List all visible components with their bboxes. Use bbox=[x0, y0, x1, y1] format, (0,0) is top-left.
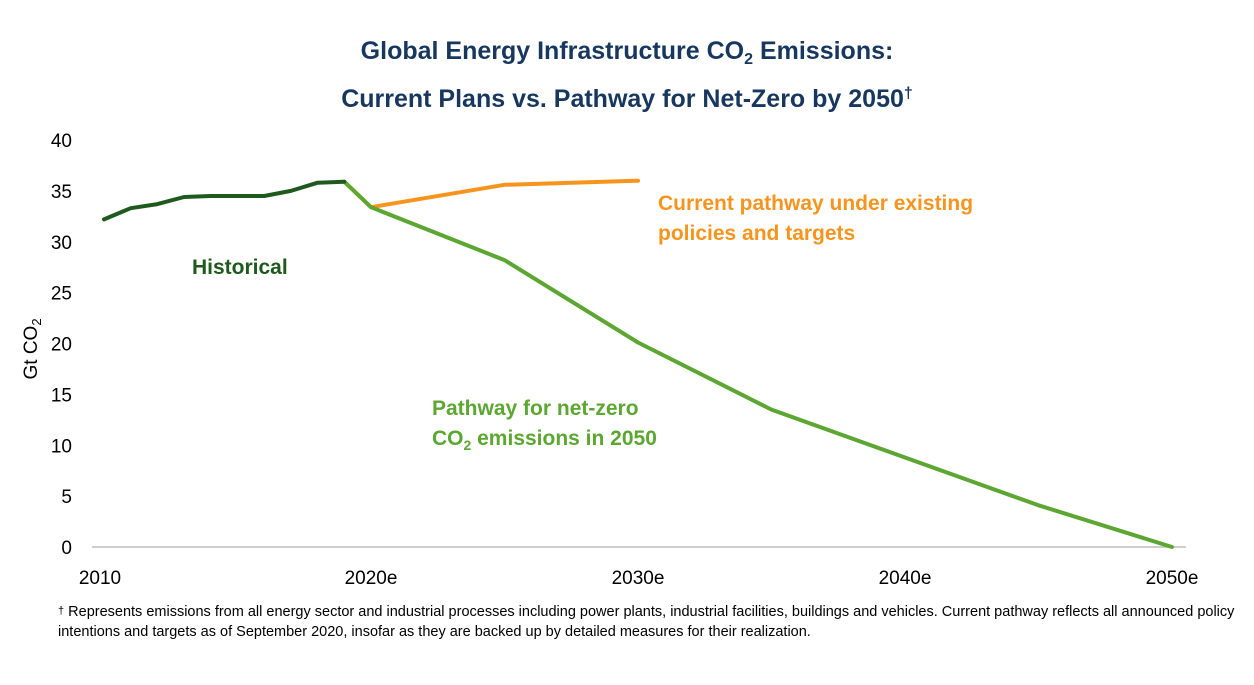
x-axis-ticks: 2010 2020e 2030e 2040e 2050e bbox=[79, 568, 1199, 589]
netzero-series-line bbox=[342, 179, 1174, 549]
footnote: † Represents emissions from all energy s… bbox=[58, 604, 1235, 640]
netzero-annotation-line1: Pathway for net-zero bbox=[432, 397, 639, 420]
x-tick-label: 2040e bbox=[879, 568, 932, 589]
y-tick-label: 30 bbox=[51, 233, 72, 254]
netzero-annotation-line2: CO2 emissions in 2050 bbox=[432, 427, 657, 453]
historical-annotation: Historical bbox=[192, 256, 288, 279]
y-tick-label: 35 bbox=[51, 182, 72, 203]
y-tick-label: 10 bbox=[51, 436, 72, 457]
chart-title: Global Energy Infrastructure CO2 Emissio… bbox=[0, 34, 1254, 116]
y-tick-label: 0 bbox=[61, 538, 72, 559]
series-lines bbox=[102, 178, 1174, 549]
x-tick-label: 2020e bbox=[345, 568, 398, 589]
chart-title-line2: Current Plans vs. Pathway for Net-Zero b… bbox=[341, 85, 913, 113]
y-tick-label: 40 bbox=[51, 131, 72, 152]
line-chart: 0 5 10 15 20 25 30 35 40 2010 2020e 2030e 2040e 2050… bbox=[21, 131, 1199, 589]
current-pathway-annotation-line1: Current pathway under existing bbox=[658, 192, 973, 215]
historical-series-line bbox=[102, 179, 347, 222]
chart-title-line1: Global Energy Infrastructure CO2 Emissio… bbox=[360, 37, 894, 68]
current-series-line bbox=[342, 178, 640, 210]
current-pathway-annotation-line2: policies and targets bbox=[658, 222, 855, 245]
y-axis-label: Gt CO2 bbox=[21, 318, 44, 379]
y-tick-label: 25 bbox=[51, 284, 72, 305]
x-tick-label: 2050e bbox=[1146, 568, 1199, 589]
y-tick-label: 20 bbox=[51, 335, 72, 356]
y-tick-label: 5 bbox=[61, 487, 72, 508]
x-tick-label: 2030e bbox=[612, 568, 665, 589]
y-tick-label: 15 bbox=[51, 385, 72, 406]
x-tick-label: 2010 bbox=[79, 568, 121, 589]
y-axis-ticks: 0 5 10 15 20 25 30 35 40 bbox=[51, 131, 72, 559]
